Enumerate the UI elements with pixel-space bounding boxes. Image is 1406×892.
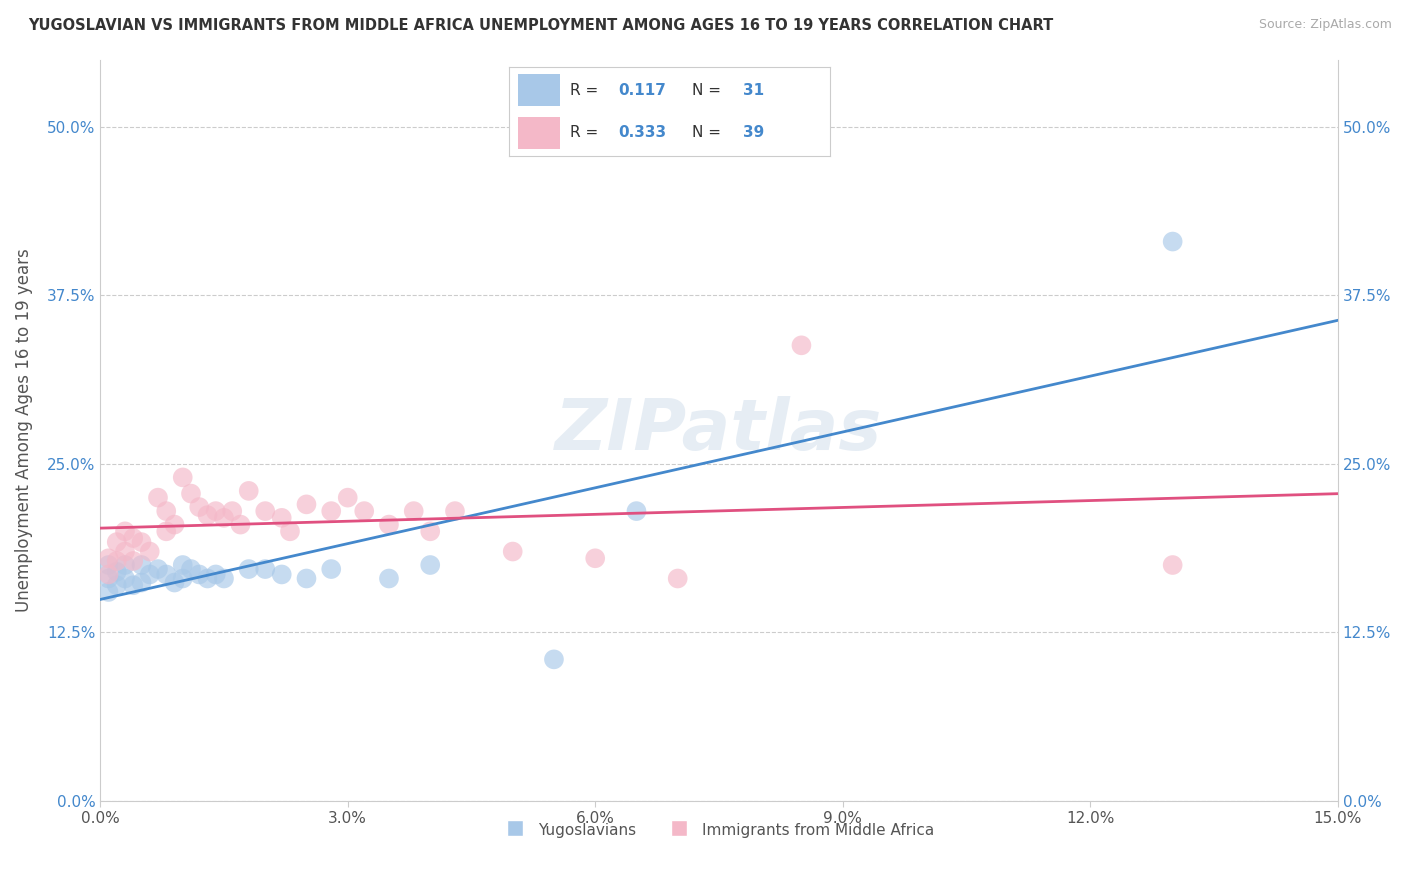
- Point: [131, 535, 153, 549]
- Point: [97, 567, 120, 582]
- Point: [105, 565, 128, 579]
- Point: [155, 524, 177, 539]
- Point: [583, 551, 606, 566]
- Point: [131, 558, 153, 572]
- Point: [419, 524, 441, 539]
- Point: [270, 567, 292, 582]
- Point: [139, 567, 162, 582]
- Point: [790, 338, 813, 352]
- Point: [212, 511, 235, 525]
- Point: [146, 562, 169, 576]
- Point: [295, 497, 318, 511]
- Point: [114, 572, 136, 586]
- Point: [238, 562, 260, 576]
- Point: [122, 554, 145, 568]
- Point: [212, 572, 235, 586]
- Point: [155, 504, 177, 518]
- Point: [97, 572, 120, 586]
- Point: [1161, 235, 1184, 249]
- Point: [172, 558, 194, 572]
- Point: [254, 562, 277, 576]
- Text: YUGOSLAVIAN VS IMMIGRANTS FROM MIDDLE AFRICA UNEMPLOYMENT AMONG AGES 16 TO 19 YE: YUGOSLAVIAN VS IMMIGRANTS FROM MIDDLE AF…: [28, 18, 1053, 33]
- Point: [278, 524, 301, 539]
- Point: [295, 572, 318, 586]
- Point: [163, 517, 186, 532]
- Point: [254, 504, 277, 518]
- Point: [419, 558, 441, 572]
- Point: [229, 517, 252, 532]
- Point: [270, 511, 292, 525]
- Legend: Yugoslavians, Immigrants from Middle Africa: Yugoslavians, Immigrants from Middle Afr…: [498, 814, 941, 845]
- Point: [321, 562, 343, 576]
- Point: [105, 535, 128, 549]
- Point: [97, 585, 120, 599]
- Point: [172, 572, 194, 586]
- Point: [114, 558, 136, 572]
- Point: [543, 652, 565, 666]
- Point: [321, 504, 343, 518]
- Point: [105, 554, 128, 568]
- Point: [353, 504, 375, 518]
- Point: [122, 531, 145, 545]
- Point: [163, 575, 186, 590]
- Point: [172, 470, 194, 484]
- Point: [444, 504, 467, 518]
- Point: [336, 491, 359, 505]
- Point: [131, 575, 153, 590]
- Point: [1161, 558, 1184, 572]
- Point: [502, 544, 524, 558]
- Point: [378, 517, 401, 532]
- Point: [197, 508, 219, 523]
- Point: [155, 567, 177, 582]
- Point: [204, 567, 226, 582]
- Point: [146, 491, 169, 505]
- Point: [180, 486, 202, 500]
- Point: [626, 504, 648, 518]
- Point: [197, 572, 219, 586]
- Point: [188, 500, 211, 514]
- Point: [114, 524, 136, 539]
- Point: [188, 567, 211, 582]
- Point: [114, 544, 136, 558]
- Point: [402, 504, 425, 518]
- Point: [97, 558, 120, 572]
- Y-axis label: Unemployment Among Ages 16 to 19 years: Unemployment Among Ages 16 to 19 years: [15, 248, 32, 612]
- Point: [105, 578, 128, 592]
- Text: ZIPatlas: ZIPatlas: [555, 396, 883, 465]
- Point: [378, 572, 401, 586]
- Point: [180, 562, 202, 576]
- Point: [204, 504, 226, 518]
- Point: [122, 578, 145, 592]
- Point: [139, 544, 162, 558]
- Point: [666, 572, 689, 586]
- Point: [221, 504, 243, 518]
- Point: [238, 483, 260, 498]
- Point: [97, 551, 120, 566]
- Text: Source: ZipAtlas.com: Source: ZipAtlas.com: [1258, 18, 1392, 31]
